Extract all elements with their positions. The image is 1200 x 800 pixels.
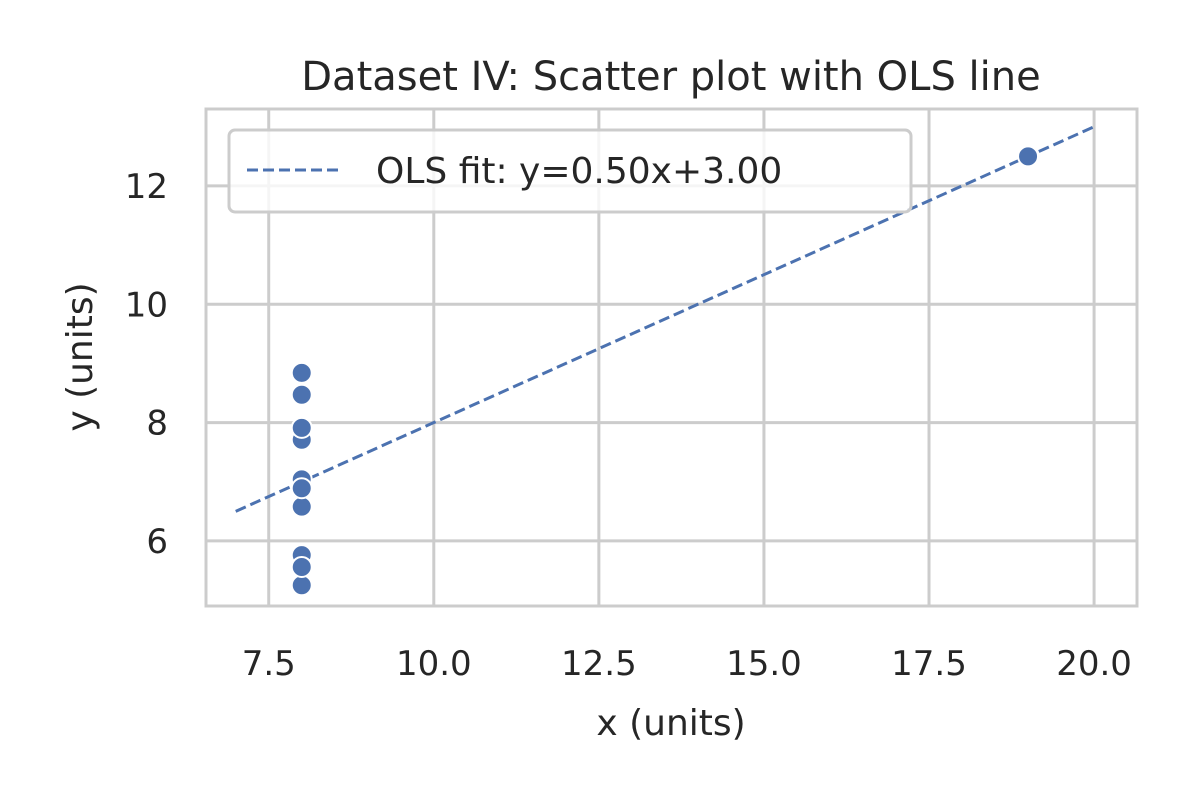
- points-layer: [290, 145, 1040, 597]
- data-point: [290, 495, 313, 518]
- legend: OLS fit: y=0.50x+3.00: [227, 128, 913, 214]
- ols-fit-line: [235, 125, 1095, 513]
- data-point: [1017, 145, 1040, 168]
- x-tick-label: 20.0: [1056, 644, 1132, 684]
- legend-label: OLS fit: y=0.50x+3.00: [376, 151, 782, 192]
- y-tick-labels: 6 8 10 12: [125, 167, 168, 562]
- y-tick-label: 10: [125, 285, 168, 325]
- x-tick-label: 10.0: [396, 644, 472, 684]
- data-point: [290, 361, 313, 384]
- x-tick-labels: 7.5 10.0 12.5 15.0 17.5 20.0: [242, 644, 1132, 684]
- y-tick-label: 8: [146, 404, 168, 444]
- data-point: [290, 555, 313, 578]
- y-tick-label: 6: [146, 522, 168, 562]
- data-point: [290, 477, 313, 500]
- data-point: [290, 416, 313, 439]
- chart-title: Dataset IV: Scatter plot with OLS line: [301, 54, 1041, 100]
- x-tick-label: 12.5: [561, 644, 637, 684]
- x-axis-label: x (units): [596, 703, 745, 744]
- y-tick-label: 12: [125, 167, 168, 207]
- ols-line-layer: [235, 125, 1095, 513]
- x-tick-label: 15.0: [726, 644, 802, 684]
- x-tick-label: 7.5: [242, 644, 296, 684]
- plot-frame: [204, 107, 1139, 608]
- data-point: [290, 574, 313, 597]
- x-tick-label: 17.5: [891, 644, 967, 684]
- legend-box: [227, 128, 913, 214]
- y-axis-label: y (units): [60, 282, 101, 431]
- data-point: [290, 383, 313, 406]
